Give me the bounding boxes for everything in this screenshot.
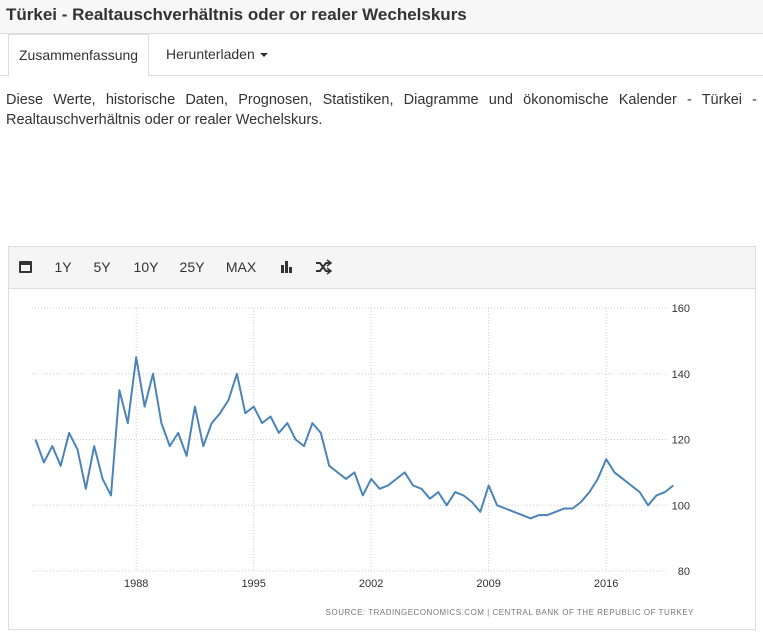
tab[interactable]: Zusammenfassung xyxy=(8,34,150,77)
data-line xyxy=(34,356,674,520)
tab-label: Herunterladen xyxy=(166,46,255,62)
bar-chart-icon[interactable] xyxy=(281,261,292,273)
y-tick-label: 80 xyxy=(678,566,690,578)
x-tick-label: 2009 xyxy=(476,578,500,590)
toolbar-button[interactable]: 10Y xyxy=(134,259,160,275)
tabs: Zusammenfassung Herunterladen xyxy=(0,34,763,77)
chart-frame xyxy=(8,246,756,630)
description: Diese Werte, historische Daten, Prognose… xyxy=(6,92,757,128)
toolbar-button[interactable]: 1Y xyxy=(54,259,72,275)
x-tick-label: 1995 xyxy=(241,578,265,590)
toolbar-button[interactable]: 5Y xyxy=(93,259,111,275)
y-tick-label: 160 xyxy=(672,303,690,315)
y-tick-label: 140 xyxy=(672,369,690,381)
toolbar xyxy=(9,247,755,288)
x-tick-label: 2016 xyxy=(594,578,618,590)
toolbar-button[interactable]: MAX xyxy=(226,259,257,275)
calendar-icon[interactable] xyxy=(19,261,32,273)
source: SOURCE: TRADINGECONOMICS.COM | CENTRAL B… xyxy=(326,608,694,617)
page-title: Türkei - Realtauschverhältnis oder or re… xyxy=(0,0,763,34)
shuffle-icon[interactable] xyxy=(316,259,333,275)
toolbar-button[interactable]: 25Y xyxy=(180,259,206,275)
x-tick-label: 1988 xyxy=(124,578,148,590)
caret xyxy=(259,53,268,57)
y-tick-label: 120 xyxy=(672,435,690,447)
x-tick-label: 2002 xyxy=(359,578,383,590)
y-tick-label: 100 xyxy=(672,500,690,512)
tab[interactable]: Herunterladen xyxy=(156,34,279,75)
